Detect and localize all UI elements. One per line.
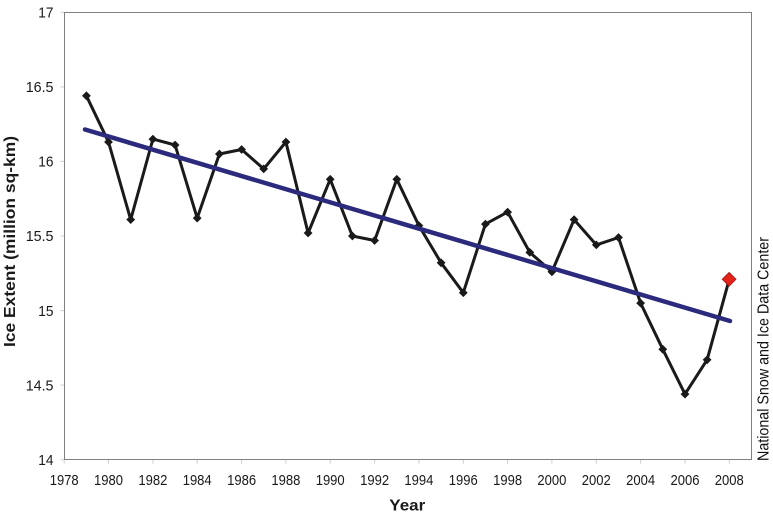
- svg-text:1978: 1978: [50, 472, 79, 489]
- svg-text:16: 16: [38, 154, 53, 171]
- svg-text:1996: 1996: [449, 472, 478, 489]
- svg-text:1980: 1980: [94, 472, 123, 489]
- svg-text:2008: 2008: [715, 472, 744, 489]
- svg-text:2002: 2002: [582, 472, 611, 489]
- svg-text:2000: 2000: [537, 472, 566, 489]
- svg-text:1990: 1990: [316, 472, 345, 489]
- svg-text:14.5: 14.5: [26, 377, 54, 394]
- svg-text:Year: Year: [389, 498, 425, 512]
- svg-text:Ice Extent (million sq-km): Ice Extent (million sq-km): [2, 136, 19, 347]
- svg-text:1992: 1992: [360, 472, 389, 489]
- svg-text:1986: 1986: [227, 472, 256, 489]
- svg-text:1982: 1982: [138, 472, 167, 489]
- svg-text:16.5: 16.5: [26, 79, 54, 96]
- svg-text:2006: 2006: [671, 472, 700, 489]
- svg-text:2004: 2004: [626, 472, 655, 489]
- svg-text:14: 14: [38, 452, 53, 469]
- svg-text:15.5: 15.5: [26, 228, 54, 245]
- svg-text:15: 15: [38, 303, 53, 320]
- svg-text:National Snow and Ice Data Cen: National Snow and Ice Data Center: [756, 236, 773, 461]
- svg-text:17: 17: [38, 5, 53, 22]
- svg-text:1984: 1984: [183, 472, 212, 489]
- svg-text:1994: 1994: [404, 472, 433, 489]
- svg-text:1988: 1988: [271, 472, 300, 489]
- svg-text:1998: 1998: [493, 472, 522, 489]
